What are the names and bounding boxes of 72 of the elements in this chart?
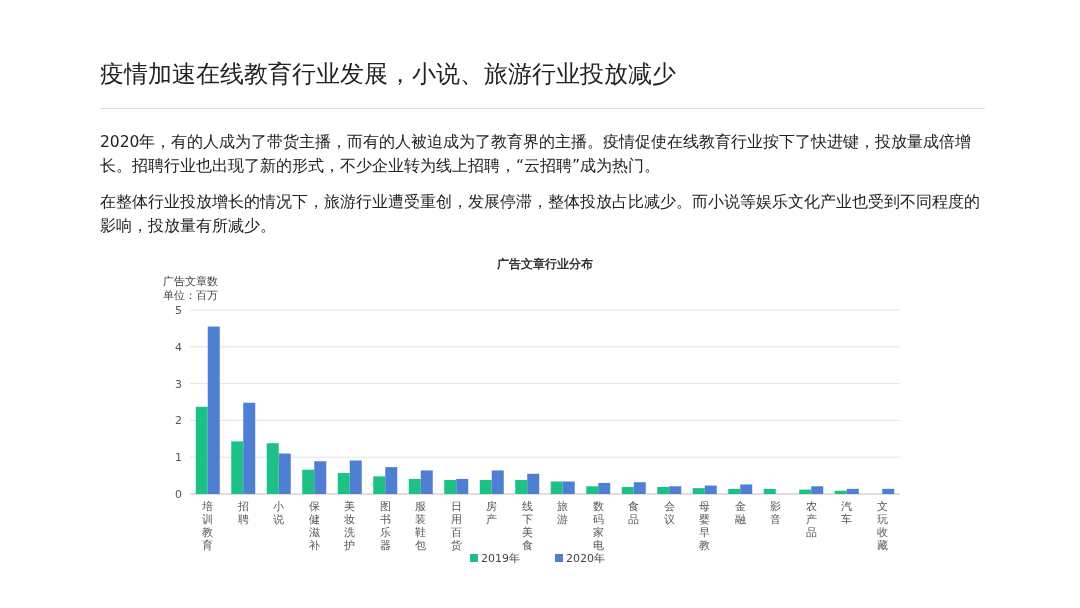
x-tick-label: 线下美食 [521,500,533,552]
bar [491,470,504,494]
bar [657,487,670,494]
y-tick-label: 5 [175,304,182,317]
x-tick-label: 培训教育 [201,500,214,552]
x-tick-label: 图书乐器 [379,500,391,552]
text: 2020年，有的人成为了带货主播，而有的人被迫成为了教育界的主播。疫情促使在线教育行业按下了快进键，投放量成倍增长。招聘行业也出现了新的形式，不少企业转为线上招聘，“云招聘”成为热门。 [100,132,973,177]
bar [740,484,753,494]
bar [243,402,256,494]
text: 在整体行业投放增长的情况下，旅游行业遭受重创，发展停滞，整体投放占比减少。而小说等娱乐文化产业也受到不同程度的影响，投放量有所减少。 [100,192,981,237]
x-tick-label: 农产品 [805,500,817,539]
x-tick-label: 会议 [663,500,675,526]
y-axis-title: 广告文章数 [163,275,218,288]
bar [621,487,634,494]
x-tick-label: 食品 [628,500,640,526]
x-tick-label: 美妆洗护 [343,500,356,552]
x-tick-label: 旅游 [557,500,569,526]
bar [799,489,812,494]
legend-label: 2020年 [566,552,605,565]
bar [527,473,540,494]
legend-label: 2019年 [481,552,520,565]
bar [669,486,682,494]
bar [834,490,847,494]
bar [278,453,291,494]
bar [456,478,469,494]
bar [479,480,492,494]
y-tick-label: 4 [175,340,182,354]
x-tick-label: 服装鞋包 [415,500,427,552]
bar [231,441,244,494]
x-tick-label: 文玩收藏 [876,500,888,552]
bar [314,461,327,494]
text: 单位：百万 [163,289,218,302]
y-tick-label: 0 [175,488,182,501]
bar [811,486,824,494]
bar [385,467,398,494]
bar [420,470,433,494]
x-tick-label: 汽车 [841,500,853,526]
x-tick-label: 日用百货 [450,500,462,552]
x-tick-label: 母婴早教 [699,500,711,552]
bar [882,488,895,494]
bar [337,473,350,494]
bar [302,469,315,494]
bar [633,482,646,494]
bar [692,488,705,494]
bar [704,485,717,494]
x-tick-label: 保健滋补 [308,500,320,552]
x-tick-label: 招聘 [236,500,249,526]
bar [550,481,563,494]
bar [846,488,859,494]
x-tick-label: 小说 [273,500,285,526]
bar [207,326,220,494]
y-tick-label: 1 [175,451,182,465]
bar [598,482,611,494]
chart-title: 疫情加速在线教育行业发展，小说、旅游行业投放减少 [100,59,676,90]
x-tick-label: 房产 [486,500,498,526]
bar [728,488,741,494]
y-tick-label: 2 [175,414,182,428]
bar [586,486,599,494]
bar [763,488,776,494]
x-tick-label: 金融 [734,500,746,526]
bar [515,480,528,494]
bar [349,460,362,494]
bar [195,406,208,494]
chart-subtitle: 广告文章行业分布 [496,257,593,271]
x-tick-label: 数码家电 [592,500,604,552]
bar [444,480,457,494]
bar [408,478,421,494]
bar [373,476,386,494]
bar [266,443,279,494]
y-tick-label: 3 [175,377,182,391]
bar [562,481,575,494]
x-tick-label: 影音 [770,500,782,526]
